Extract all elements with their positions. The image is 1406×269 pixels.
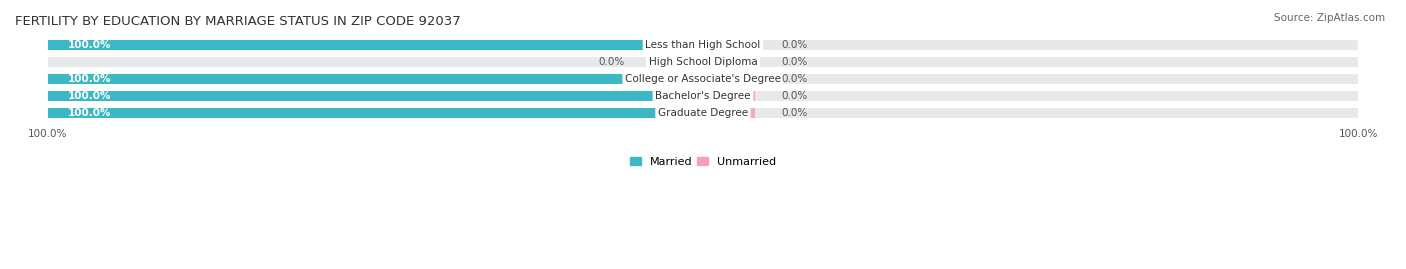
Bar <box>703 57 755 68</box>
Bar <box>703 40 1358 51</box>
Bar <box>48 108 703 118</box>
Text: 0.0%: 0.0% <box>782 40 808 50</box>
Bar <box>703 108 1358 118</box>
Text: 100.0%: 100.0% <box>67 108 111 118</box>
Text: FERTILITY BY EDUCATION BY MARRIAGE STATUS IN ZIP CODE 92037: FERTILITY BY EDUCATION BY MARRIAGE STATU… <box>15 15 461 28</box>
Text: College or Associate's Degree: College or Associate's Degree <box>626 74 780 84</box>
Text: 0.0%: 0.0% <box>782 91 808 101</box>
Bar <box>703 74 1358 84</box>
Bar <box>48 74 703 84</box>
Text: 0.0%: 0.0% <box>782 74 808 84</box>
Bar <box>703 74 755 84</box>
Bar <box>48 74 703 84</box>
Bar <box>703 91 755 101</box>
Text: Less than High School: Less than High School <box>645 40 761 50</box>
Text: 0.0%: 0.0% <box>782 57 808 67</box>
Legend: Married, Unmarried: Married, Unmarried <box>630 157 776 167</box>
Text: Source: ZipAtlas.com: Source: ZipAtlas.com <box>1274 13 1385 23</box>
Bar <box>48 108 703 118</box>
Text: 0.0%: 0.0% <box>598 57 624 67</box>
Text: 100.0%: 100.0% <box>67 74 111 84</box>
Text: 0.0%: 0.0% <box>782 108 808 118</box>
Bar <box>48 91 703 101</box>
Text: Bachelor's Degree: Bachelor's Degree <box>655 91 751 101</box>
Bar <box>48 40 703 51</box>
Bar <box>703 40 755 51</box>
Bar <box>703 57 1358 68</box>
Bar <box>48 91 703 101</box>
Text: 100.0%: 100.0% <box>67 91 111 101</box>
Text: 100.0%: 100.0% <box>67 40 111 50</box>
Text: High School Diploma: High School Diploma <box>648 57 758 67</box>
Bar <box>48 40 703 51</box>
Bar <box>703 108 755 118</box>
Bar <box>48 57 703 68</box>
Bar <box>651 57 703 68</box>
Text: Graduate Degree: Graduate Degree <box>658 108 748 118</box>
Bar <box>703 91 1358 101</box>
